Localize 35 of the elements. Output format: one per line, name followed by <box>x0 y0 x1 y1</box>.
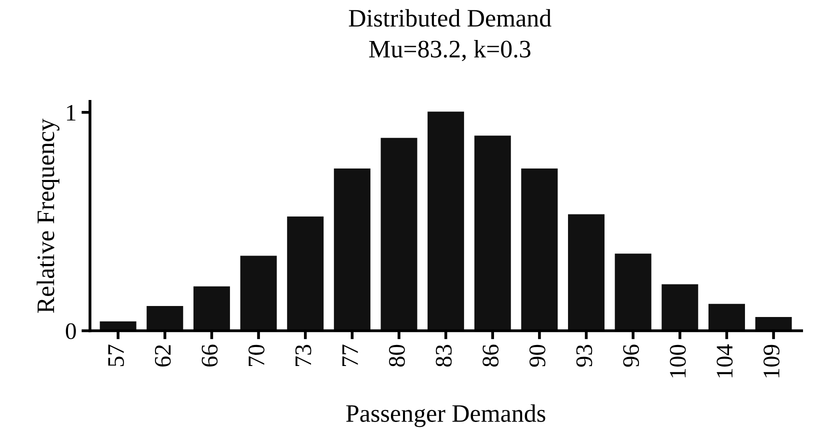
x-tick-label: 66 <box>202 344 218 367</box>
x-tick-label: 104 <box>716 344 733 378</box>
x-tick-label: 96 <box>623 344 639 367</box>
x-tick-label: 100 <box>670 344 686 378</box>
x-tick-label: 73 <box>295 344 312 366</box>
x-tick-label: 90 <box>529 344 546 367</box>
bar <box>287 216 324 331</box>
bar <box>334 168 370 331</box>
x-tick-label: 70 <box>248 344 264 366</box>
x-tick-label: 80 <box>388 344 405 367</box>
bar <box>240 256 277 331</box>
x-axis-title: Passenger Demands <box>346 404 546 428</box>
x-tick-label: 109 <box>764 344 780 378</box>
bar <box>708 304 745 331</box>
chart-title: Distributed Demand <box>348 9 552 27</box>
bar <box>474 136 511 331</box>
chart-subtitle: Mu=83.2, k=0.3 <box>369 40 530 62</box>
x-tick-label: 57 <box>108 344 124 366</box>
bar <box>428 112 464 331</box>
x-tick-label: 93 <box>576 344 592 367</box>
x-tick-label: 77 <box>342 344 358 366</box>
bar <box>614 254 652 331</box>
bar <box>193 286 230 331</box>
bar <box>146 306 184 331</box>
x-tick-label: 83 <box>436 344 452 367</box>
bar <box>662 284 698 331</box>
y-tick-label: 1 <box>67 104 76 121</box>
bar <box>568 214 605 331</box>
x-tick-label: 62 <box>154 345 171 367</box>
bar <box>755 316 792 331</box>
bar <box>380 138 418 331</box>
y-tick-label: 0 <box>66 323 76 340</box>
y-axis-title: Relative Frequency <box>36 118 60 313</box>
bar <box>521 168 558 331</box>
x-tick-label: 86 <box>482 344 499 367</box>
